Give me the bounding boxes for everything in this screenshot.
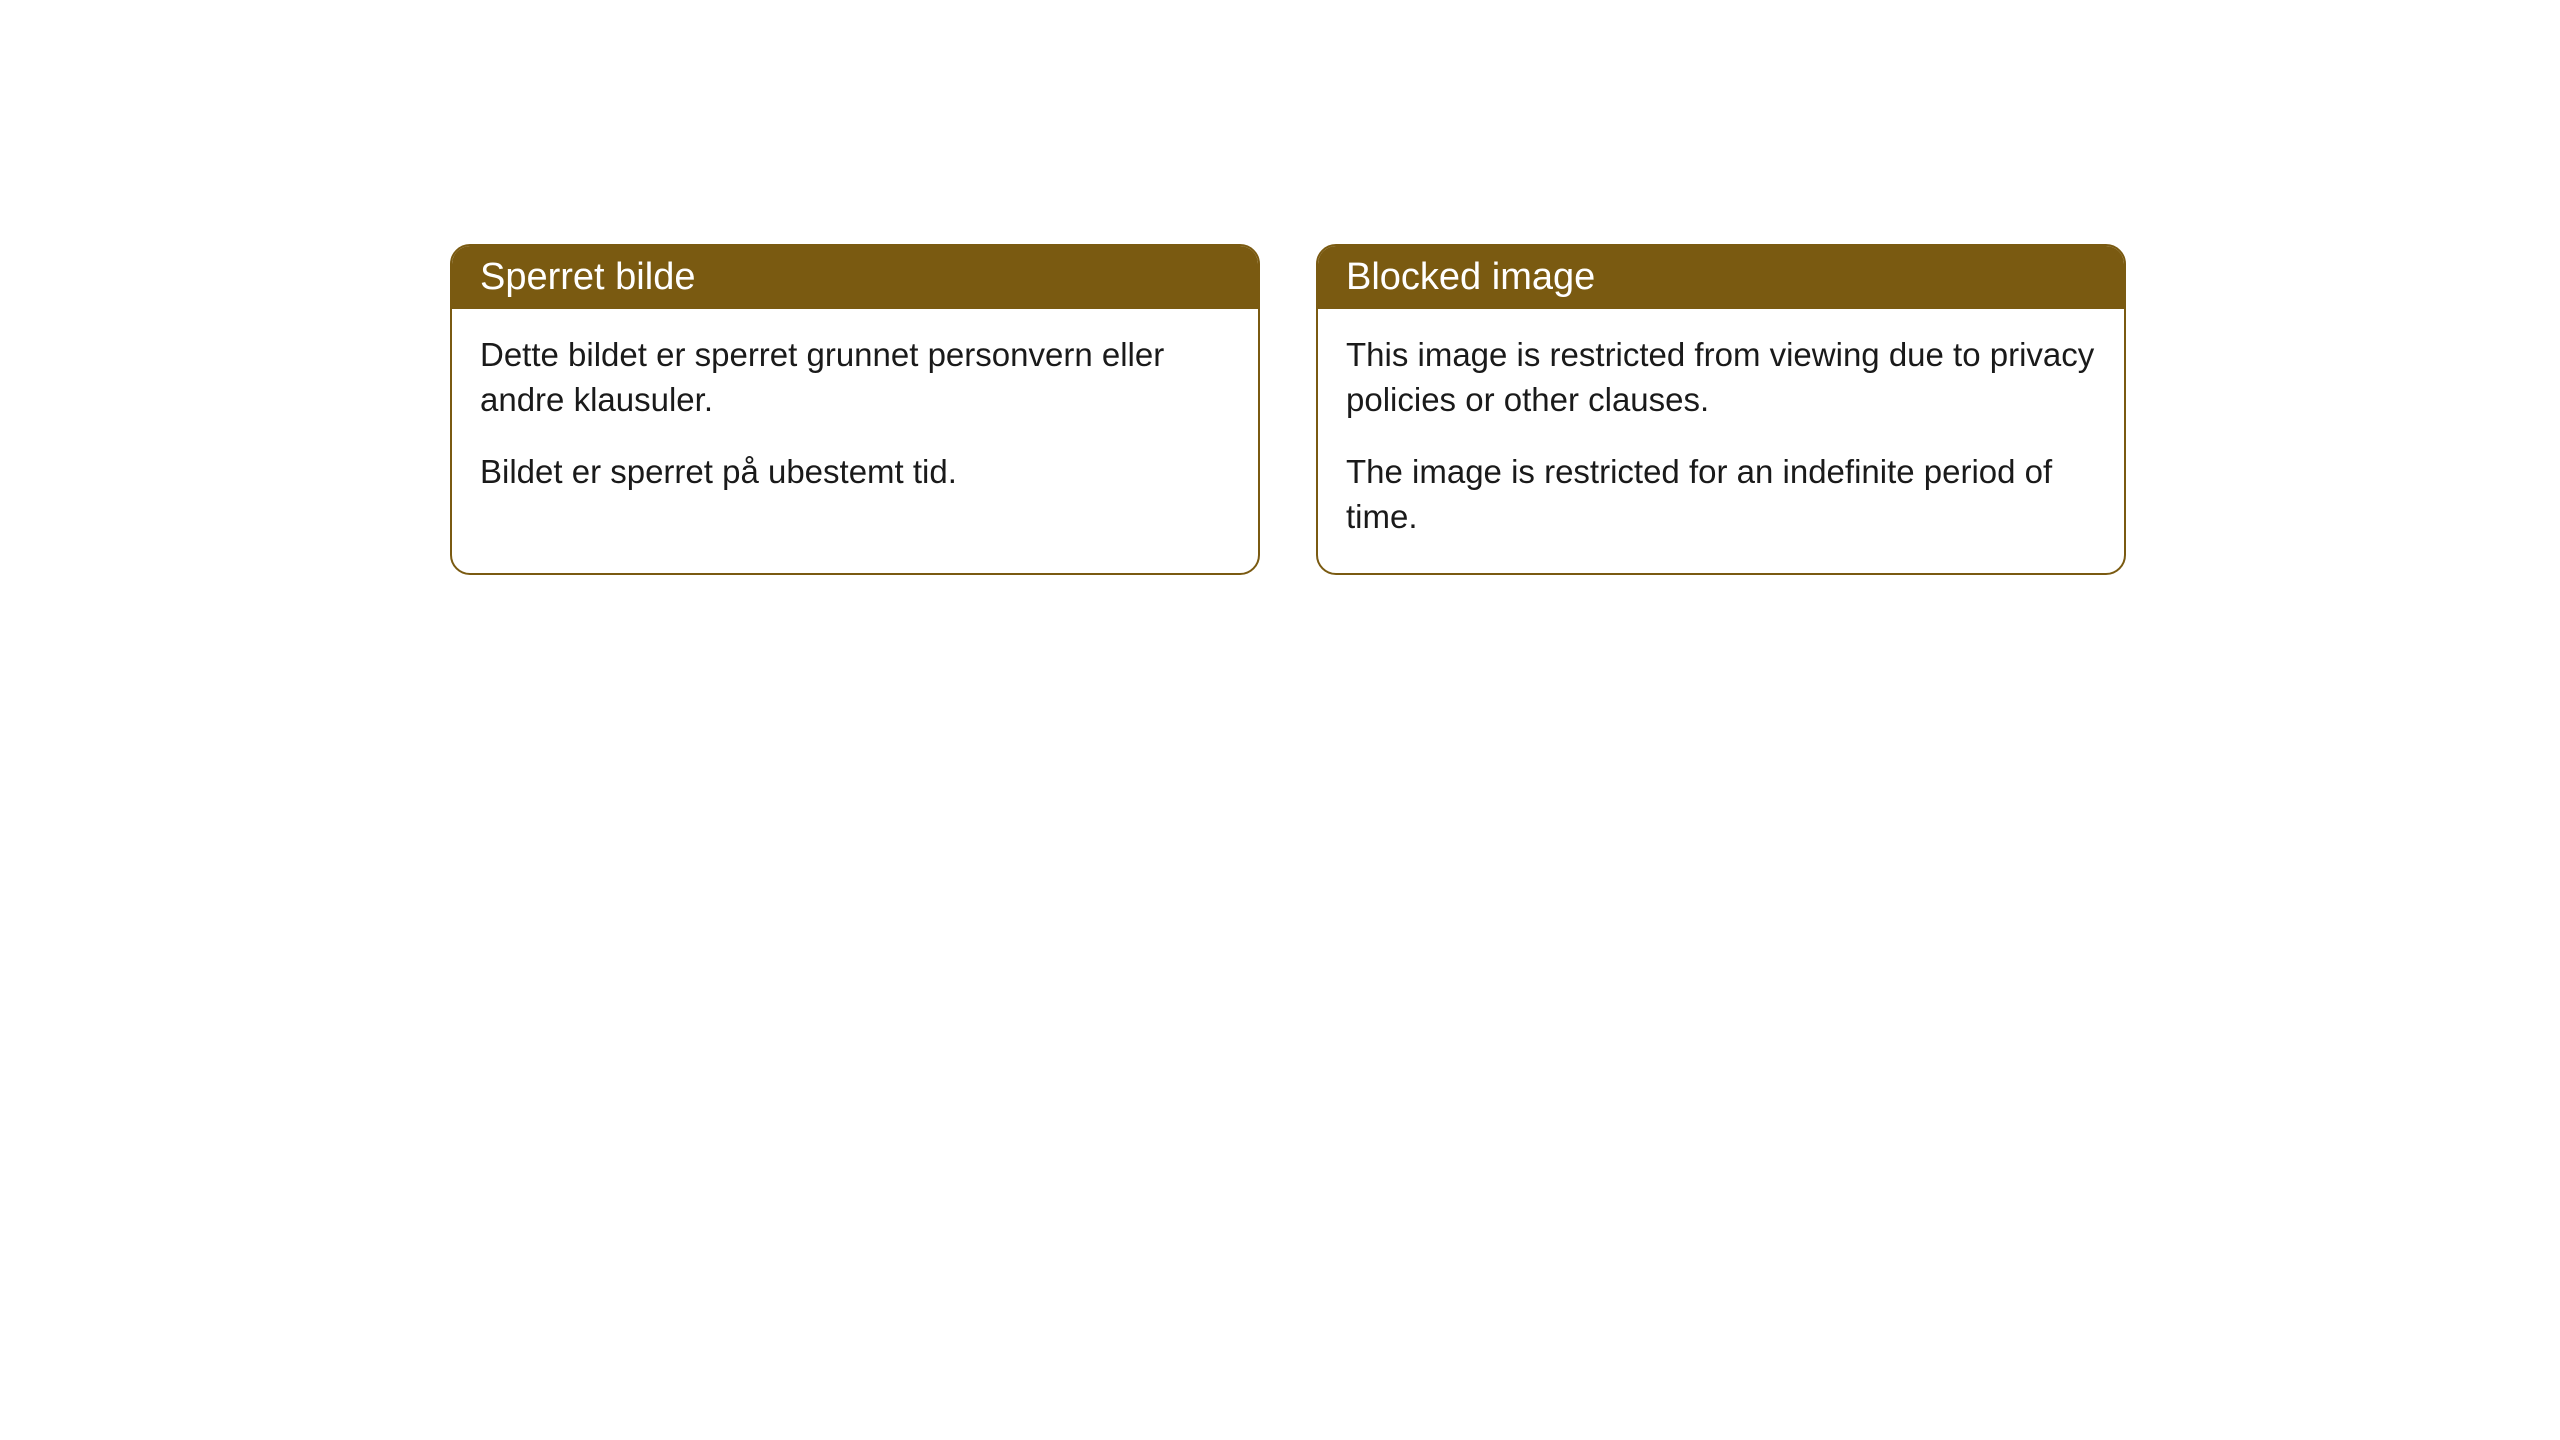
card-header: Sperret bilde — [452, 246, 1258, 309]
card-paragraph: Dette bildet er sperret grunnet personve… — [480, 333, 1230, 422]
card-header: Blocked image — [1318, 246, 2124, 309]
blocked-image-card-norwegian: Sperret bilde Dette bildet er sperret gr… — [450, 244, 1260, 575]
card-paragraph: The image is restricted for an indefinit… — [1346, 450, 2096, 539]
card-body: Dette bildet er sperret grunnet personve… — [452, 309, 1258, 529]
card-title: Sperret bilde — [480, 256, 695, 298]
card-body: This image is restricted from viewing du… — [1318, 309, 2124, 573]
card-paragraph: Bildet er sperret på ubestemt tid. — [480, 450, 1230, 495]
card-paragraph: This image is restricted from viewing du… — [1346, 333, 2096, 422]
card-title: Blocked image — [1346, 256, 1595, 298]
blocked-image-card-english: Blocked image This image is restricted f… — [1316, 244, 2126, 575]
message-cards-container: Sperret bilde Dette bildet er sperret gr… — [450, 244, 2126, 575]
